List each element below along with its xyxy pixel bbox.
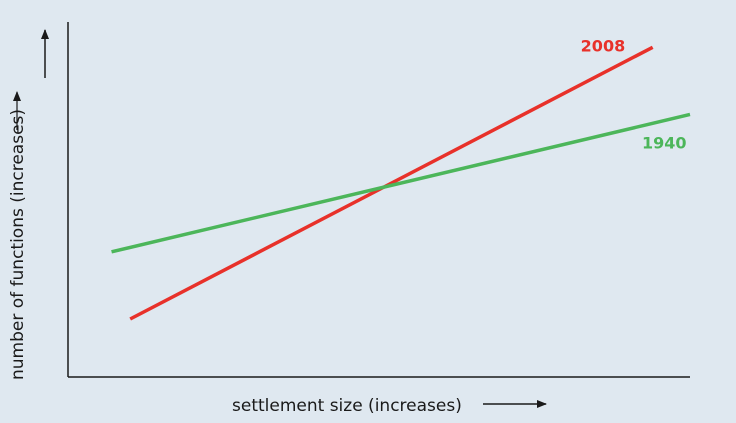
series-label-1940: 1940 [642, 133, 687, 152]
series-line-1940 [111, 112, 691, 254]
series-line-2008 [129, 45, 654, 321]
series-layer: 2008 1940 [111, 36, 691, 321]
series-label-2008: 2008 [581, 36, 626, 55]
x-axis-label: settlement size (increases) [232, 396, 462, 416]
y-axis-label: number of functions (increases) [8, 109, 28, 380]
